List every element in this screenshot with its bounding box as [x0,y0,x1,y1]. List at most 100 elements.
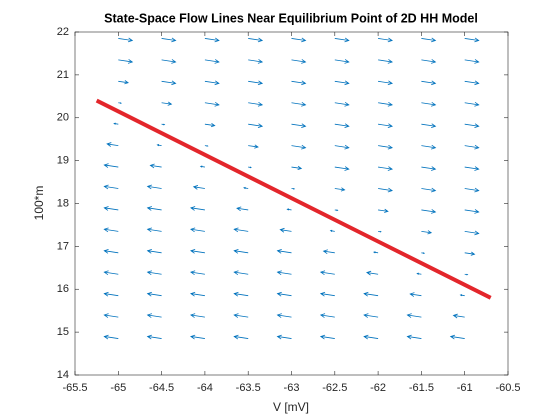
arrow [248,144,259,149]
arrow [146,313,162,318]
arrow [276,248,292,254]
x-tick-label: -64 [197,382,213,394]
arrow [149,163,162,169]
y-axis-label: 100*m [32,186,46,221]
y-tick-label: 22 [57,26,69,38]
arrow [449,334,465,340]
arrow [118,102,122,104]
arrow [421,252,426,254]
x-tick-label: -61 [457,382,473,394]
arrow [103,270,119,276]
arrow [248,59,264,64]
arrow [291,80,307,86]
arrow [366,270,379,276]
arrow [464,80,480,86]
arrow [291,37,307,43]
y-tick-label: 18 [57,197,69,209]
arrow [334,59,350,64]
arrow [248,80,264,86]
x-tick-label: -62 [370,382,386,394]
arrow [103,206,119,211]
arrow [276,313,292,318]
arrow [329,229,335,232]
arrow [233,248,249,254]
equilibrium-line [95,98,492,300]
arrow [190,313,205,318]
arrow [416,272,422,275]
y-tick-label: 19 [57,155,69,167]
arrow [334,166,350,171]
arrow [464,37,480,43]
arrow [204,59,220,64]
x-tick-label: -64.5 [149,382,174,394]
arrow [233,270,249,276]
arrow [291,187,296,190]
arrow [319,291,335,297]
arrow [146,248,162,254]
arrow [146,291,162,297]
arrow [464,230,480,236]
x-axis-label: V [mV] [273,400,309,414]
x-tick-label: -61.5 [409,382,434,394]
arrow [276,334,292,340]
y-tick-label: 15 [57,326,69,338]
arrow [103,184,119,190]
arrow [103,248,119,254]
arrow [190,270,205,276]
arrow [146,206,162,211]
arrow [146,334,162,340]
arrow [233,334,249,340]
arrow [363,313,379,318]
arrow [464,144,480,150]
arrow [464,187,480,193]
arrow [291,144,307,150]
arrow [146,270,162,276]
arrow [459,294,465,297]
x-tick-label: -63.5 [236,382,261,394]
arrow [334,144,350,150]
x-tick-label: -60.5 [495,382,520,394]
arrow [421,166,437,171]
arrow [452,313,465,319]
arrow [103,313,119,318]
arrow [334,209,339,212]
arrow [319,270,335,276]
arrow [204,101,220,107]
arrow [276,270,292,276]
arrow [248,37,264,43]
arrow [378,230,382,233]
arrow [406,334,422,340]
arrow [204,37,220,43]
arrow [243,186,249,190]
arrow [421,230,433,235]
arrow [334,187,346,192]
arrow [291,123,307,129]
y-tick-label: 17 [57,240,69,252]
arrow [421,209,437,214]
arrow [233,313,249,318]
x-tick-label: -62.5 [322,382,347,394]
arrow [161,123,166,126]
x-tick-label: -63 [284,382,300,394]
arrow [103,163,119,168]
arrow [421,37,437,43]
y-tick-label: 20 [57,112,69,124]
arrow [363,291,379,297]
arrow [248,101,264,107]
arrow [190,334,205,340]
arrow [118,59,134,64]
y-tick-label: 21 [57,69,69,81]
arrow [276,291,292,297]
arrow [421,187,437,193]
arrow [421,101,437,107]
arrow [190,227,205,233]
arrow [464,101,480,107]
arrow [291,165,303,171]
arrow [322,249,335,255]
arrow [248,123,264,129]
arrow [373,251,379,254]
arrow [421,123,437,129]
arrow [204,80,220,86]
arrow [233,291,249,297]
